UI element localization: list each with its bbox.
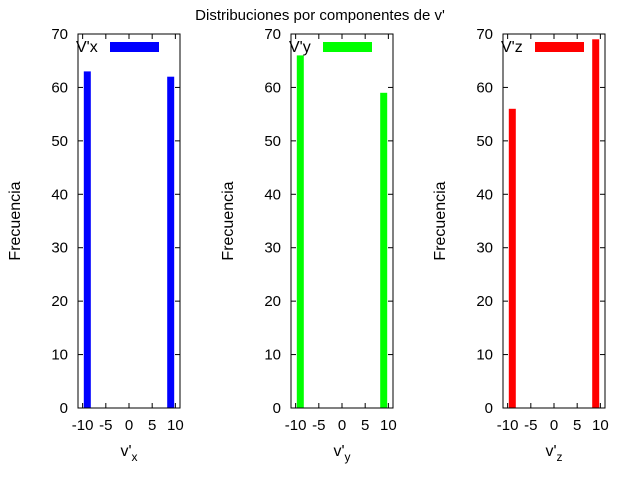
x-tick-label: 5: [573, 417, 581, 434]
y-axis-label: Frecuencia: [220, 181, 237, 260]
bar-1: [508, 108, 516, 409]
y-tick-label: 0: [485, 400, 493, 417]
x-axis-label: v'y: [333, 443, 350, 464]
x-tick-label: 0: [125, 417, 133, 434]
x-tick-label: 10: [380, 417, 397, 434]
y-tick-label: 50: [476, 133, 493, 150]
x-tick-label: 5: [361, 417, 369, 434]
bar-2: [167, 76, 175, 408]
x-tick-label: -10: [72, 417, 94, 434]
y-tick-label: 70: [51, 26, 68, 43]
x-tick-label: 5: [148, 417, 156, 434]
x-axis-label: v'x: [120, 443, 137, 464]
y-tick-label: 50: [264, 133, 281, 150]
x-axis-label: v'z: [545, 443, 562, 464]
legend-swatch: [323, 42, 372, 52]
legend-swatch: [110, 42, 159, 52]
legend-label: V'z: [501, 39, 523, 56]
y-tick-label: 40: [476, 186, 493, 203]
y-tick-label: 30: [51, 240, 68, 257]
y-tick-label: 40: [264, 186, 281, 203]
y-axis-label: Frecuencia: [432, 181, 449, 260]
y-tick-label: 70: [264, 26, 281, 43]
x-tick-label: -10: [497, 417, 519, 434]
legend-swatch: [535, 42, 584, 52]
legend-label: V'x: [76, 39, 98, 56]
bar-1: [296, 55, 304, 409]
y-tick-label: 20: [264, 293, 281, 310]
x-tick-label: 10: [167, 417, 184, 434]
y-tick-label: 60: [476, 79, 493, 96]
y-axis-label: Frecuencia: [7, 181, 24, 260]
y-tick-label: 10: [51, 347, 68, 364]
legend-label: V'y: [289, 39, 311, 56]
y-tick-label: 30: [476, 240, 493, 257]
bar-2: [592, 39, 600, 409]
bar-2: [380, 92, 388, 409]
bar-1: [83, 71, 91, 409]
y-tick-label: 20: [51, 293, 68, 310]
y-tick-label: 10: [476, 347, 493, 364]
x-tick-label: -10: [285, 417, 307, 434]
y-tick-label: 70: [476, 26, 493, 43]
x-tick-label: 0: [550, 417, 558, 434]
y-tick-label: 0: [60, 400, 68, 417]
y-tick-label: 50: [51, 133, 68, 150]
y-tick-label: 0: [273, 400, 281, 417]
y-tick-label: 40: [51, 186, 68, 203]
x-tick-label: -5: [524, 417, 537, 434]
y-tick-label: 30: [264, 240, 281, 257]
x-tick-label: 10: [592, 417, 609, 434]
y-tick-label: 60: [264, 79, 281, 96]
figure-title: Distribuciones por componentes de v': [195, 7, 445, 24]
y-tick-label: 20: [476, 293, 493, 310]
y-tick-label: 60: [51, 79, 68, 96]
x-tick-label: -5: [99, 417, 112, 434]
x-tick-label: 0: [338, 417, 346, 434]
y-tick-label: 10: [264, 347, 281, 364]
x-tick-label: -5: [312, 417, 325, 434]
